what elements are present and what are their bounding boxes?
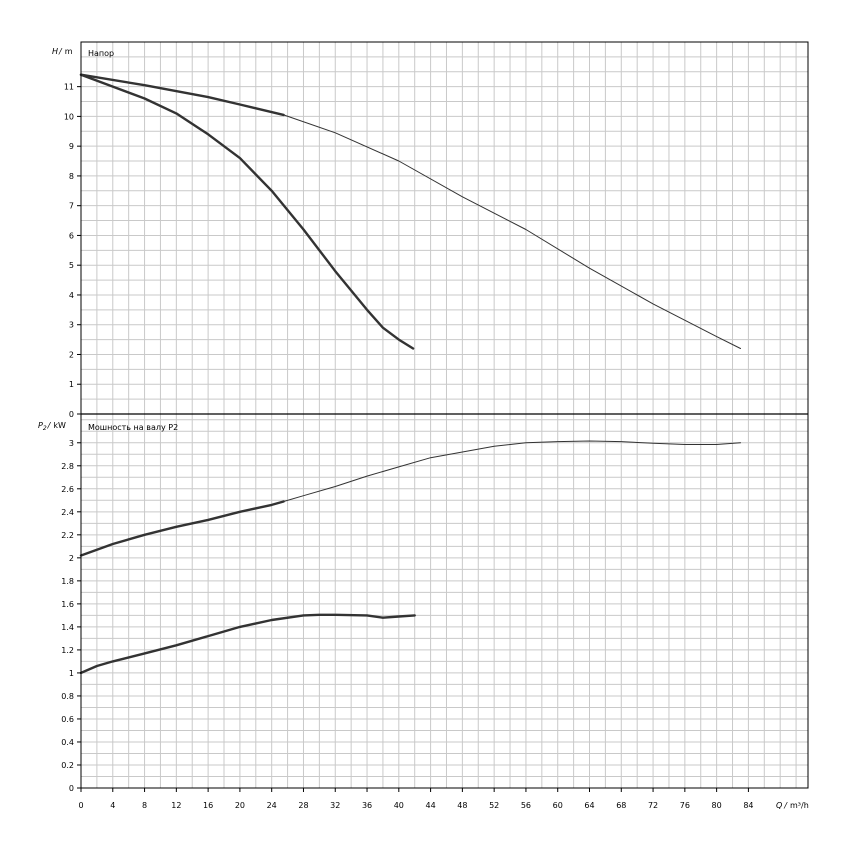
- head-y-tick-label: 1: [69, 380, 74, 389]
- x-tick-label: 60: [553, 801, 563, 810]
- power-y-tick-label: 2: [69, 554, 74, 563]
- x-tick-label: 32: [330, 801, 340, 810]
- power-y-tick-label: 0.8: [61, 692, 74, 701]
- x-tick-label: 28: [298, 801, 308, 810]
- x-tick-label: 36: [362, 801, 372, 810]
- power-y-tick-label: 0.6: [61, 715, 74, 724]
- x-tick-label: 16: [203, 801, 213, 810]
- head-y-tick-label: 2: [69, 350, 74, 359]
- power-y-tick-label: 1.4: [61, 623, 74, 632]
- x-tick-label: 72: [648, 801, 658, 810]
- power-y-tick-label: 2.2: [61, 531, 74, 540]
- power-y-tick-label: 0.2: [61, 761, 74, 770]
- power-axis-unit: kW: [53, 421, 66, 430]
- frame: [77, 41, 809, 792]
- power-curve-1: [79, 613, 416, 675]
- x-tick-label: 76: [680, 801, 690, 810]
- x-tick-label: 40: [394, 801, 404, 810]
- power-y-tick-label: 3: [69, 439, 74, 448]
- head-panel-title: Напор: [88, 49, 114, 58]
- head-y-tick-label: 11: [64, 83, 74, 92]
- head-y-tick-label: 0: [69, 410, 74, 419]
- power-panel-title: Мошность на валу P2: [88, 423, 178, 432]
- x-tick-label: 20: [235, 801, 245, 810]
- x-tick-label: 24: [267, 801, 277, 810]
- x-tick-label: 8: [142, 801, 147, 810]
- head-y-tick-label: 5: [69, 261, 74, 270]
- power-y-tick-label: 2.4: [61, 508, 74, 517]
- head-y-tick-label: 3: [69, 321, 74, 330]
- x-tick-label: 0: [78, 801, 83, 810]
- x-tick-label: 48: [457, 801, 467, 810]
- x-tick-label: 44: [426, 801, 436, 810]
- curves: [79, 73, 741, 675]
- head-y-tick-label: 7: [69, 202, 74, 211]
- power-y-tick-label: 1: [69, 669, 74, 678]
- head-axis-symbol: H: [52, 47, 58, 56]
- power-y-tick-label: 1.2: [61, 646, 74, 655]
- x-tick-label: 64: [584, 801, 594, 810]
- power-y-tick-label: 1.8: [61, 577, 74, 586]
- head-y-tick-label: 10: [64, 112, 74, 121]
- x-tick-label: 52: [489, 801, 499, 810]
- head-curve-1: [79, 73, 415, 350]
- power-axis-symbol: P: [38, 421, 43, 430]
- flow-axis-unit: m³/h: [790, 801, 809, 810]
- head-y-tick-label: 9: [69, 142, 74, 151]
- flow-axis-symbol: Q: [776, 801, 782, 810]
- power-axis-sub: 2: [43, 425, 47, 432]
- head-y-tick-label: 6: [69, 231, 74, 240]
- head-axis-unit: m: [65, 47, 73, 56]
- flow-axis-sep: /: [783, 801, 788, 810]
- power-curve-3: [283, 440, 741, 502]
- head-curve-2: [79, 73, 285, 117]
- x-tick-label: 4: [110, 801, 115, 810]
- head-axis-sep: /: [58, 47, 63, 56]
- power-axis-title: P2/kW: [38, 421, 66, 432]
- power-curve-2: [79, 500, 285, 557]
- power-y-tick-label: 2.6: [61, 485, 74, 494]
- flow-axis-title: Q / m³/h: [776, 801, 809, 810]
- power-y-tick-label: 2.8: [61, 462, 74, 471]
- x-tick-label: 68: [616, 801, 626, 810]
- head-y-tick-label: 8: [69, 172, 74, 181]
- power-axis-sep: /: [47, 421, 52, 430]
- head-axis-title: H/m: [52, 47, 73, 56]
- grid: [81, 42, 808, 788]
- plot-frame: [80, 41, 809, 789]
- power-y-tick-label: 1.6: [61, 600, 74, 609]
- x-tick-label: 80: [712, 801, 722, 810]
- x-tick-label: 84: [743, 801, 753, 810]
- labels: 0123456789101100.20.40.60.811.21.41.61.8…: [61, 83, 753, 810]
- x-tick-label: 56: [521, 801, 531, 810]
- head-y-tick-label: 4: [69, 291, 74, 300]
- head-curve-3: [283, 114, 741, 349]
- power-y-tick-label: 0: [69, 784, 74, 793]
- power-y-tick-label: 0.4: [61, 738, 74, 747]
- x-tick-label: 12: [171, 801, 181, 810]
